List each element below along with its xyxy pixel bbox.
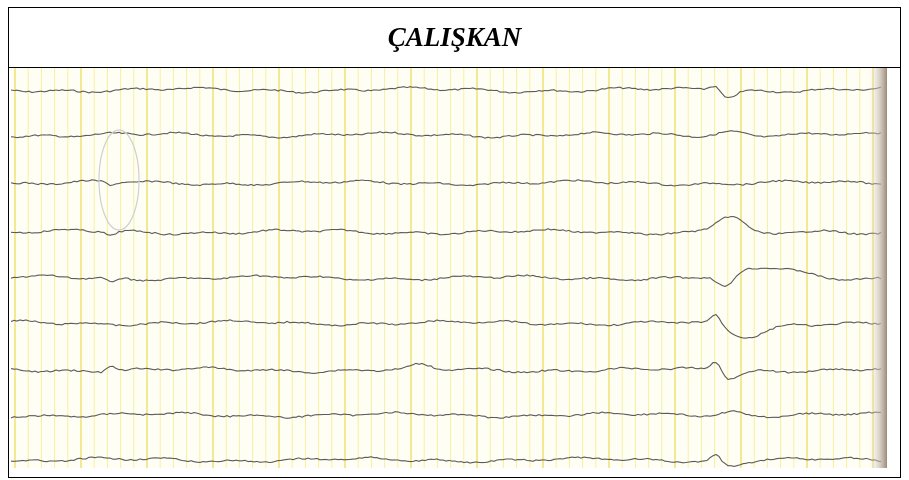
eeg-trace (11, 267, 882, 288)
eeg-trace (11, 410, 881, 419)
page-edge (867, 68, 887, 468)
header-row: ÇALIŞKAN (9, 8, 900, 68)
eeg-trace (11, 453, 882, 467)
table: ÇALIŞKAN (8, 7, 901, 478)
eeg-traces (11, 85, 882, 467)
eeg-trace (11, 130, 882, 139)
circle-mark (98, 129, 140, 231)
eeg-image (11, 68, 887, 468)
eeg-trace (11, 215, 882, 236)
eeg-trace (11, 362, 882, 381)
eeg-trace (11, 179, 882, 187)
paper (11, 68, 887, 468)
title: ÇALIŞKAN (387, 22, 522, 52)
eeg-trace (11, 313, 882, 339)
eeg-trace (11, 85, 882, 99)
